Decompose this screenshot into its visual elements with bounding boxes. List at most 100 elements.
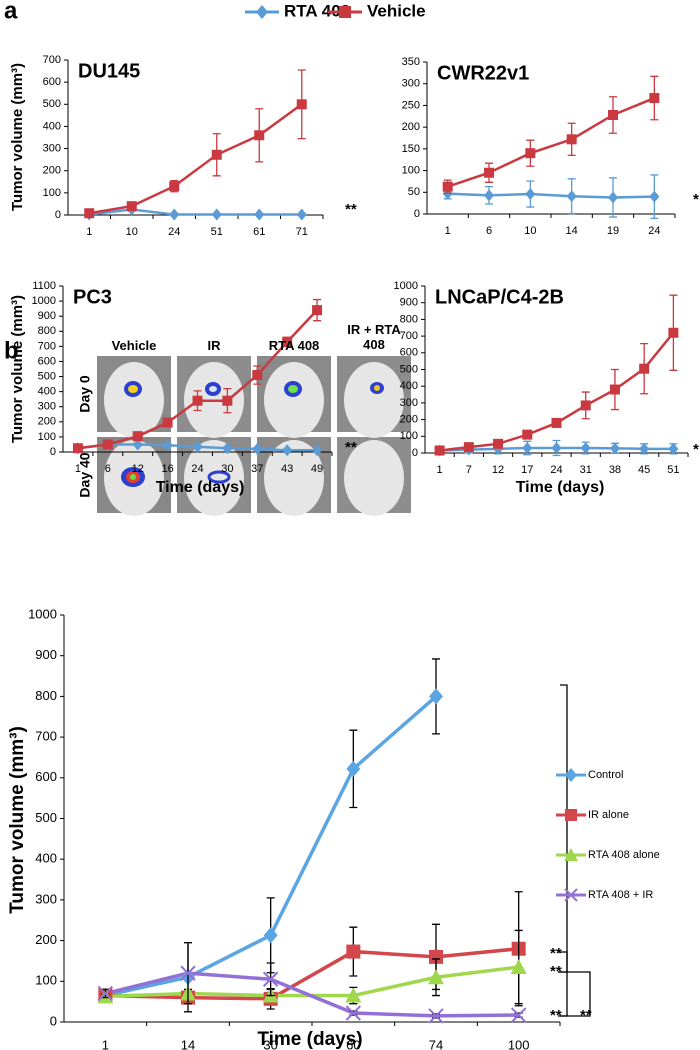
y-tick-label: 300 [35,891,57,906]
marker [580,441,591,454]
marker [345,1005,362,1021]
y-tick-label: 250 [402,99,420,111]
x-axis-label: Time (days) [156,479,245,496]
marker [169,208,180,221]
y-tick-label: 50 [408,186,420,198]
annotation: ** [345,201,357,218]
marker [565,768,577,782]
x-tick-label: 24 [648,225,660,237]
marker [510,959,527,975]
marker [428,1008,444,1024]
marker [346,760,361,777]
marker [102,439,113,450]
image-column-label: Vehicle [111,338,157,353]
marker [463,442,474,453]
marker [222,442,233,455]
x-tick-label: 1 [437,464,443,476]
y-tick-label: 100 [38,431,56,443]
y-tick-label: 1000 [32,295,56,307]
marker [609,442,620,455]
series-line [104,971,519,1018]
x-tick-label: 14 [566,225,578,237]
marker [282,336,293,347]
annotation: * [693,441,699,458]
x-tick-label: 51 [211,226,223,238]
image-column-label: IR [207,338,221,353]
y-tick-label: 500 [35,810,57,825]
x-tick-label: 16 [161,463,173,475]
x-tick-label: 51 [667,464,679,476]
marker [564,888,578,902]
marker [312,444,323,457]
x-axis-label: Time (days) [257,1029,362,1050]
x-tick-label: 61 [253,226,265,238]
y-tick-label: 200 [400,414,418,426]
y-tick-label: 1000 [394,280,418,292]
y-tick-label: 200 [43,165,61,177]
marker [551,417,562,428]
marker [132,431,143,442]
marker [345,987,362,1003]
x-tick-label: 43 [281,463,293,475]
marker [162,439,173,452]
image-row-label: Day 0 [77,375,93,413]
series-line [439,331,675,452]
y-tick-label: 700 [400,330,418,342]
marker [484,167,494,178]
annotation: ** [550,963,562,980]
annotation: ** [550,945,562,962]
x-tick-label: 10 [524,225,536,237]
marker [525,148,536,159]
y-tick-label: 300 [38,401,56,413]
marker [254,130,265,141]
marker [668,327,679,338]
y-tick-label: 500 [38,370,56,382]
marker [192,395,203,406]
marker [312,305,323,316]
y-tick-label: 100 [43,187,61,199]
legend-label: IR alone [588,809,629,821]
y-tick-label: 400 [400,380,418,392]
marker [346,944,361,959]
marker [608,191,618,204]
marker [254,208,265,221]
marker [263,927,278,944]
marker [252,442,263,455]
marker [510,1007,527,1023]
subplot-title: DU145 [78,60,140,82]
marker [429,949,443,964]
x-tick-label: 45 [638,464,650,476]
y-tick-label: 600 [38,355,56,367]
x-tick-label: 6 [486,225,492,237]
marker [339,6,351,18]
marker [296,208,307,221]
y-tick-label: 0 [50,446,56,458]
annotation: * [693,191,699,208]
marker [428,969,444,985]
marker [649,190,660,203]
marker [434,445,445,456]
y-tick-label: 500 [43,98,61,110]
marker [551,441,562,454]
marker [211,149,222,160]
y-tick-label: 0 [55,209,61,221]
y-tick-label: 100 [402,164,420,176]
marker [649,93,660,104]
subplot-title: LNCaP/C4-2B [435,286,564,308]
marker [132,438,143,451]
y-tick-label: 200 [35,932,57,947]
y-tick-label: 600 [400,347,418,359]
y-tick-label: 700 [35,729,57,744]
marker [493,438,504,449]
marker [564,848,578,861]
x-tick-label: 1 [102,1037,109,1050]
x-axis-label: Time (days) [516,479,605,496]
y-axis-label: Tumor volume (mm³) [7,726,28,914]
marker [608,109,618,120]
marker [169,181,180,192]
marker [580,400,591,411]
y-axis-label: Tumor volume (mm³) [9,295,26,443]
marker [668,442,679,455]
y-axis-label: Tumor volume (mm³) [9,63,26,211]
marker [97,985,114,1002]
